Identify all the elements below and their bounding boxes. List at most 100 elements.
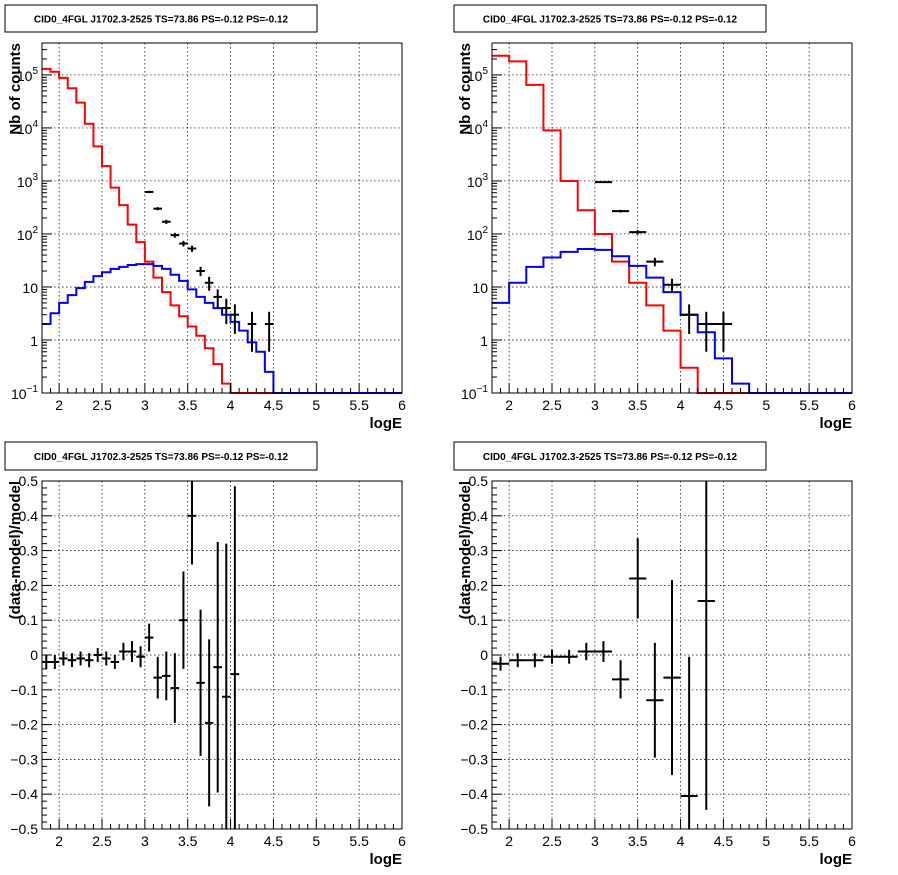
data-point — [509, 653, 527, 668]
data-point — [663, 278, 681, 293]
x-tick-label: 3 — [141, 397, 149, 413]
chart-title: CID0_4FGL J1702.3-2525 TS=73.86 PS=-0.12… — [34, 15, 289, 26]
y-tick-label: 0 — [480, 647, 488, 663]
data-point — [187, 481, 197, 565]
plot-frame — [41, 42, 403, 394]
y-tick-label: 10 — [22, 280, 38, 296]
chart-title: CID0_4FGL J1702.3-2525 TS=73.86 PS=-0.12… — [483, 452, 738, 463]
y-tick-label: 102 — [467, 225, 489, 243]
data-point — [127, 641, 137, 662]
y-axis-ticks — [42, 480, 52, 830]
data-point — [680, 656, 698, 829]
chart-panel-3: CID0_4FGL J1702.3-2525 TS=73.86 PS=-0.12… — [4, 441, 406, 868]
data-point — [187, 245, 197, 252]
y-axis-ticks — [492, 480, 502, 830]
x-tick-label: 2.5 — [542, 397, 562, 413]
y-tick-label: 1 — [30, 333, 38, 349]
x-tick-label: 5.5 — [799, 833, 819, 849]
data-point — [93, 648, 102, 662]
data-point — [247, 311, 257, 352]
y-tick-label: 105 — [17, 66, 39, 84]
data-point — [213, 541, 222, 793]
title-box — [4, 4, 318, 33]
data-point — [612, 660, 630, 699]
title-box — [4, 441, 318, 471]
chart-panel-2: CID0_4FGL J1702.3-2525 TS=73.86 PS=-0.12… — [453, 4, 856, 432]
data-point — [179, 571, 188, 669]
data-point — [714, 311, 732, 352]
data-point — [222, 298, 231, 325]
data-point — [84, 653, 94, 668]
data-point — [697, 311, 715, 352]
data-points — [594, 181, 732, 352]
data-point — [663, 580, 681, 776]
x-axis-ticks — [491, 383, 853, 393]
data-point — [119, 642, 128, 661]
data-point — [179, 240, 188, 247]
y-tick-label: −0.1 — [460, 682, 488, 698]
data-point — [196, 609, 205, 756]
data-point — [162, 651, 171, 701]
data-point — [102, 651, 111, 666]
data-points — [144, 190, 274, 352]
y-tick-label: −0.5 — [460, 821, 488, 837]
x-tick-label: 4 — [677, 833, 685, 849]
series-line-model-total — [492, 54, 852, 394]
data-point — [543, 649, 561, 664]
y-tick-label: −0.4 — [460, 786, 488, 802]
data-point — [629, 538, 647, 619]
x-tick-label: 5.5 — [349, 833, 369, 849]
grid — [42, 43, 402, 393]
x-tick-label: 6 — [848, 833, 856, 849]
y-axis-ticks — [42, 42, 52, 394]
x-tick-label: 2 — [505, 833, 513, 849]
x-tick-label: 3.5 — [178, 397, 198, 413]
chart-panel-1: CID0_4FGL J1702.3-2525 TS=73.86 PS=-0.12… — [4, 4, 406, 432]
x-tick-label: 4.5 — [264, 833, 284, 849]
x-axis-label: logE — [820, 851, 853, 868]
y-axis-label: Nb of counts — [457, 43, 474, 135]
y-tick-label: 0.1 — [469, 612, 489, 628]
data-point — [144, 623, 154, 652]
data-point — [50, 655, 60, 669]
data-point — [196, 266, 205, 277]
data-point — [110, 655, 120, 669]
y-tick-label: 0.5 — [469, 473, 489, 489]
x-tick-label: 3.5 — [178, 833, 198, 849]
data-point — [162, 219, 171, 224]
data-point — [153, 656, 162, 699]
y-tick-label: 0.2 — [19, 577, 39, 593]
data-point — [213, 289, 222, 309]
x-tick-label: 4 — [677, 397, 685, 413]
x-tick-label: 3 — [141, 833, 149, 849]
data-point — [594, 641, 612, 662]
data-point — [646, 642, 664, 758]
x-tick-label: 4.5 — [714, 397, 734, 413]
x-tick-label: 4 — [227, 397, 235, 413]
data-points — [42, 481, 240, 829]
x-tick-label: 5 — [312, 397, 320, 413]
data-point — [230, 486, 240, 829]
series-line-model-total — [42, 67, 402, 394]
data-point — [170, 232, 180, 238]
x-axis-ticks — [491, 819, 853, 829]
data-point — [680, 304, 698, 334]
y-tick-label: 104 — [467, 119, 489, 137]
data-point — [629, 230, 647, 235]
y-tick-label: 10−1 — [11, 384, 38, 402]
data-point — [646, 257, 664, 267]
grid — [42, 481, 402, 829]
y-tick-label: 0.2 — [469, 577, 489, 593]
x-tick-label: 2.5 — [92, 397, 112, 413]
data-point — [170, 653, 180, 723]
title-box — [453, 4, 767, 33]
y-tick-label: −0.2 — [460, 717, 488, 733]
data-point — [594, 181, 612, 184]
data-point — [153, 207, 162, 211]
x-tick-label: 4 — [227, 833, 235, 849]
x-tick-label: 2 — [55, 833, 63, 849]
x-tick-label: 4.5 — [264, 397, 284, 413]
chart-title: CID0_4FGL J1702.3-2525 TS=73.86 PS=-0.12… — [483, 15, 738, 26]
y-tick-label: −0.5 — [10, 821, 38, 837]
